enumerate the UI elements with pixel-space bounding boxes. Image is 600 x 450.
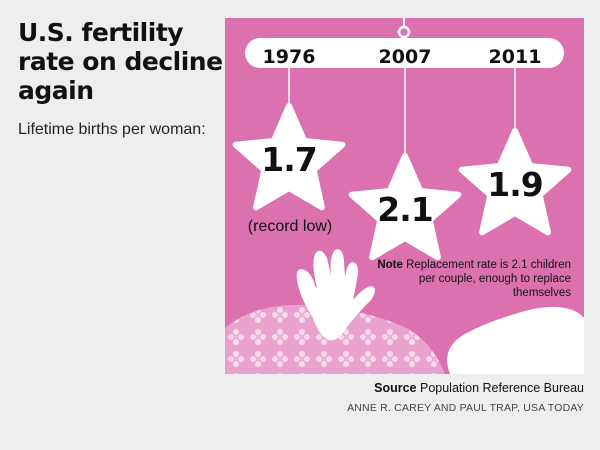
star-1976	[232, 103, 346, 211]
star-2007	[348, 153, 462, 261]
chart-subtitle: Lifetime births per woman:	[18, 121, 206, 138]
note-label: Note	[377, 259, 403, 271]
mobile-rod	[245, 38, 564, 68]
year-label-2007: 2007	[378, 46, 432, 68]
source-line: Source Population Reference Bureau	[374, 381, 584, 395]
star-2011	[458, 128, 572, 236]
star-group	[232, 103, 572, 261]
infographic-panel: 1976 2007 2011 1.7 2.1 1.9 (record low) Note…	[225, 18, 584, 374]
value-label-2007: 2.1	[377, 190, 433, 229]
value-label-1976: 1.7	[261, 140, 317, 179]
year-label-2011: 2011	[488, 46, 542, 68]
record-low-annotation: (record low)	[247, 218, 333, 235]
baby-head-shape	[447, 306, 584, 374]
note-text: Note Replacement rate is 2.1 children pe…	[375, 258, 571, 300]
mobile-hanger	[245, 18, 564, 68]
source-label: Source	[374, 381, 417, 395]
credit-line: ANNE R. CAREY AND PAUL TRAP, USA TODAY	[347, 402, 584, 414]
mobile-illustration	[225, 18, 584, 374]
source-name: Population Reference Bureau	[419, 381, 584, 395]
mobile-strings	[288, 68, 516, 156]
chart-title: U.S. fertility rate on decline again	[18, 18, 223, 105]
baby-hand-shape	[296, 249, 375, 341]
year-label-1976: 1976	[262, 46, 316, 68]
note-body: Replacement rate is 2.1 children per cou…	[406, 259, 571, 299]
value-label-2011: 1.9	[487, 165, 543, 204]
